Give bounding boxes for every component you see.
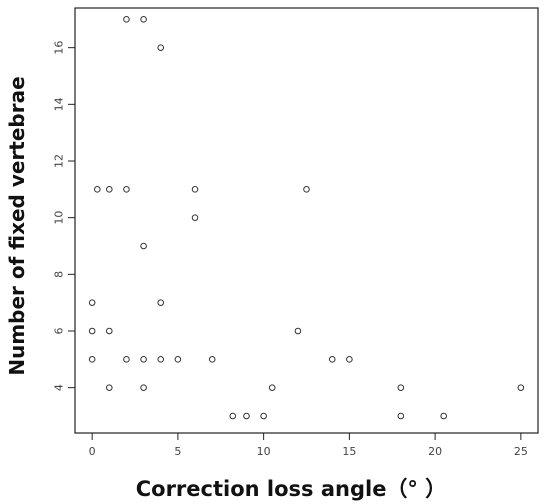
data-point bbox=[303, 186, 310, 193]
plot-frame bbox=[74, 7, 539, 434]
y-axis: 4 6 8 10 12 14 16 bbox=[53, 41, 75, 391]
y-tick-label: 10 bbox=[53, 211, 66, 225]
data-point bbox=[191, 214, 199, 221]
data-point bbox=[140, 16, 147, 23]
data-point bbox=[105, 384, 113, 391]
data-point bbox=[268, 384, 276, 391]
y-tick-label: 6 bbox=[53, 328, 66, 335]
data-point bbox=[243, 412, 250, 420]
x-tick-label: 15 bbox=[342, 445, 356, 458]
y-axis-title: Number of fixed vertebrae bbox=[5, 76, 29, 375]
y-tick-label: 16 bbox=[53, 41, 66, 55]
x-tick-label: 5 bbox=[174, 445, 181, 458]
data-point bbox=[397, 412, 405, 420]
data-point bbox=[346, 356, 353, 363]
y-tick-label: 4 bbox=[53, 384, 66, 391]
y-tick-label: 12 bbox=[53, 154, 66, 168]
data-point bbox=[260, 412, 267, 420]
data-point bbox=[174, 356, 182, 363]
data-point bbox=[157, 44, 165, 51]
x-tick-label: 20 bbox=[428, 445, 442, 458]
data-point bbox=[140, 356, 147, 363]
data-point bbox=[208, 356, 216, 363]
x-tick-label: 0 bbox=[89, 445, 96, 458]
data-point bbox=[328, 356, 336, 363]
data-point bbox=[123, 16, 130, 23]
data-point bbox=[140, 384, 147, 391]
data-point bbox=[397, 384, 405, 391]
x-axis-title: Correction loss angle（° ） bbox=[136, 477, 447, 501]
x-tick-label: 25 bbox=[514, 445, 528, 458]
y-tick-label: 14 bbox=[53, 97, 66, 111]
data-point bbox=[191, 186, 199, 193]
data-point bbox=[140, 242, 147, 250]
data-point bbox=[294, 327, 302, 335]
data-point bbox=[123, 356, 130, 363]
x-tick-label: 10 bbox=[257, 445, 271, 458]
data-point bbox=[157, 299, 165, 306]
data-point bbox=[517, 384, 525, 391]
data-point bbox=[157, 356, 165, 363]
data-point bbox=[93, 186, 101, 193]
data-point bbox=[440, 412, 447, 420]
data-points bbox=[88, 16, 525, 420]
data-point bbox=[105, 327, 113, 335]
data-point bbox=[88, 327, 96, 335]
y-tick-label: 8 bbox=[53, 271, 66, 278]
data-point bbox=[88, 299, 96, 306]
data-point bbox=[123, 186, 130, 193]
data-point bbox=[229, 412, 237, 420]
data-point bbox=[105, 186, 113, 193]
x-axis: 0 5 10 15 20 25 bbox=[89, 433, 528, 458]
data-point bbox=[88, 356, 96, 363]
